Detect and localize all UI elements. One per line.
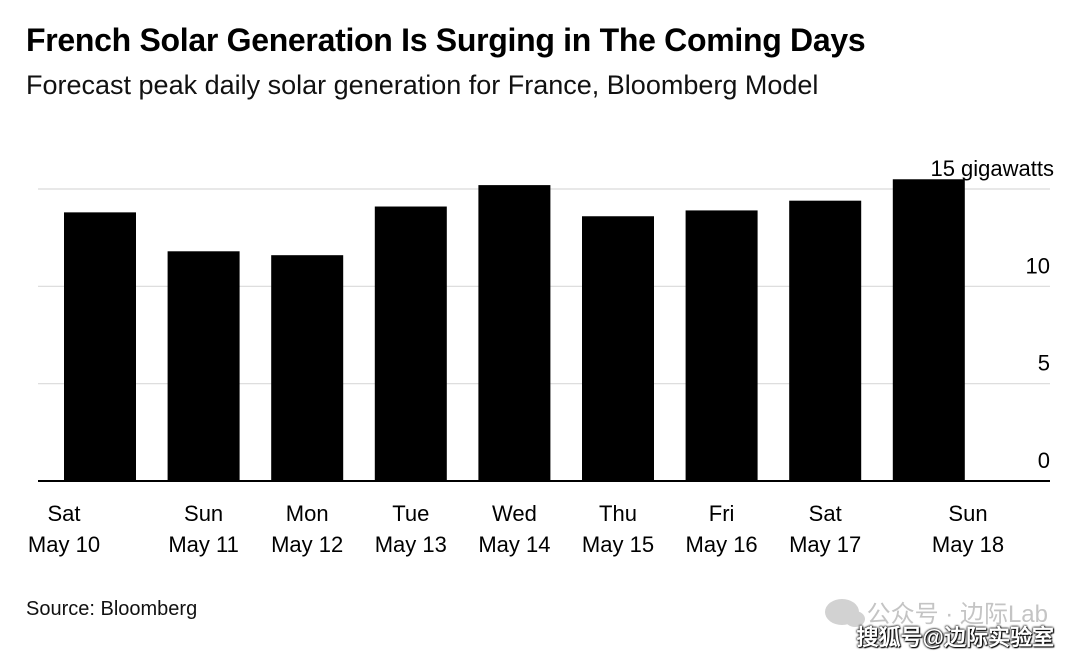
bar bbox=[685, 210, 758, 481]
x-tick-label-date: May 15 bbox=[582, 532, 654, 557]
x-tick-label-day: Sat bbox=[809, 501, 842, 526]
y-tick-label: 0 bbox=[1038, 448, 1050, 473]
x-category-labels: Sat May 10 Sun May 11 Mon May 12 Tue May 13 Wed M… bbox=[28, 501, 1004, 557]
watermark-wechat: 公众号 · 边际Lab bbox=[824, 594, 1048, 629]
wechat-icon bbox=[824, 598, 865, 627]
x-tick-label-day: Sat bbox=[47, 501, 80, 526]
x-tick-label-date: May 11 bbox=[168, 532, 239, 557]
bar bbox=[478, 185, 551, 481]
bar bbox=[271, 255, 344, 481]
bar bbox=[64, 212, 136, 482]
x-tick-label-day: Fri bbox=[709, 501, 735, 526]
x-tick-label-date: May 16 bbox=[686, 532, 758, 557]
x-tick-label-day: Sun bbox=[184, 501, 223, 526]
y-tick-label: 10 bbox=[1026, 253, 1050, 278]
watermark-wechat-text: 公众号 · 边际Lab bbox=[866, 601, 1048, 628]
bar bbox=[167, 251, 240, 481]
bar bbox=[789, 200, 862, 481]
x-tick-label-date: May 14 bbox=[478, 532, 550, 557]
x-tick-label-day: Wed bbox=[492, 501, 537, 526]
chart-title: French Solar Generation Is Surging in Th… bbox=[26, 22, 866, 58]
bar bbox=[892, 179, 965, 481]
y-tick-labels: 0 5 10 15 gigawatts bbox=[930, 156, 1054, 473]
x-tick-label-date: May 18 bbox=[932, 532, 1004, 557]
y-tick-label: 5 bbox=[1038, 351, 1050, 376]
x-tick-label-day: Thu bbox=[599, 501, 637, 526]
bars bbox=[64, 179, 965, 482]
chart-subtitle: Forecast peak daily solar generation for… bbox=[26, 70, 819, 100]
x-tick-label-day: Sun bbox=[948, 501, 987, 526]
x-tick-label-date: May 12 bbox=[271, 532, 343, 557]
y-axis-unit-label: 15 gigawatts bbox=[930, 156, 1054, 181]
source-note: Source: Bloomberg bbox=[26, 598, 198, 620]
x-tick-label-date: May 17 bbox=[789, 532, 861, 557]
x-tick-label-date: May 13 bbox=[375, 532, 447, 557]
bar bbox=[374, 206, 447, 481]
bar bbox=[582, 216, 654, 481]
bar-chart: 0 5 10 15 gigawatts Sat May 10 Sun May 11 Mon Ma… bbox=[28, 156, 1054, 557]
x-tick-label-day: Mon bbox=[286, 501, 329, 526]
watermark-sohu: 搜狐号@边际实验室 bbox=[856, 625, 1054, 650]
x-tick-label-day: Tue bbox=[392, 501, 429, 526]
x-tick-label-date: May 10 bbox=[28, 532, 100, 557]
